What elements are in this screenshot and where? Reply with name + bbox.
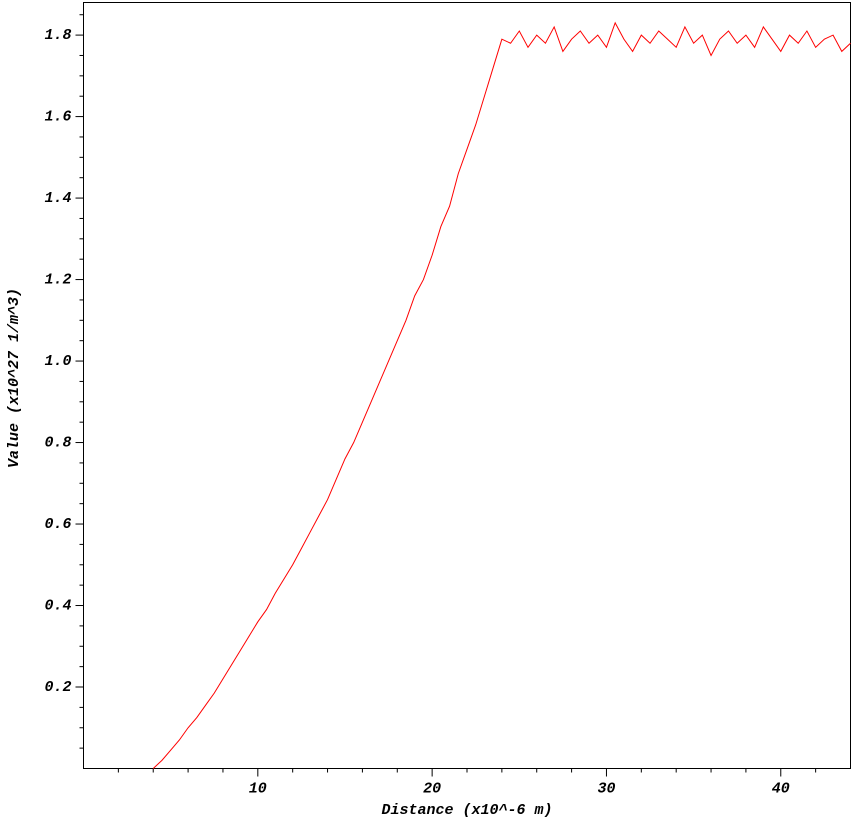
x-axis-label: Distance (x10^-6 m) [381, 802, 552, 819]
x-tick-label: 40 [772, 780, 790, 797]
x-tick-label: 20 [423, 780, 441, 797]
x-tick-label: 10 [249, 780, 267, 797]
y-tick-label: 0.2 [44, 679, 71, 696]
y-tick-label: 0.8 [44, 435, 71, 452]
x-tick-label: 30 [597, 780, 615, 797]
y-tick-label: 0.4 [44, 597, 71, 614]
y-tick-label: 1.2 [44, 272, 71, 289]
y-axis-label: Value (x10^27 1/m^3) [6, 288, 23, 468]
y-tick-label: 1.0 [44, 353, 71, 370]
y-tick-label: 1.8 [44, 27, 71, 44]
y-tick-label: 1.6 [44, 109, 71, 126]
plot-frame [83, 2, 851, 769]
y-tick-label: 1.4 [44, 190, 71, 207]
y-tick-label: 0.6 [44, 516, 71, 533]
data-line [152, 21, 851, 769]
